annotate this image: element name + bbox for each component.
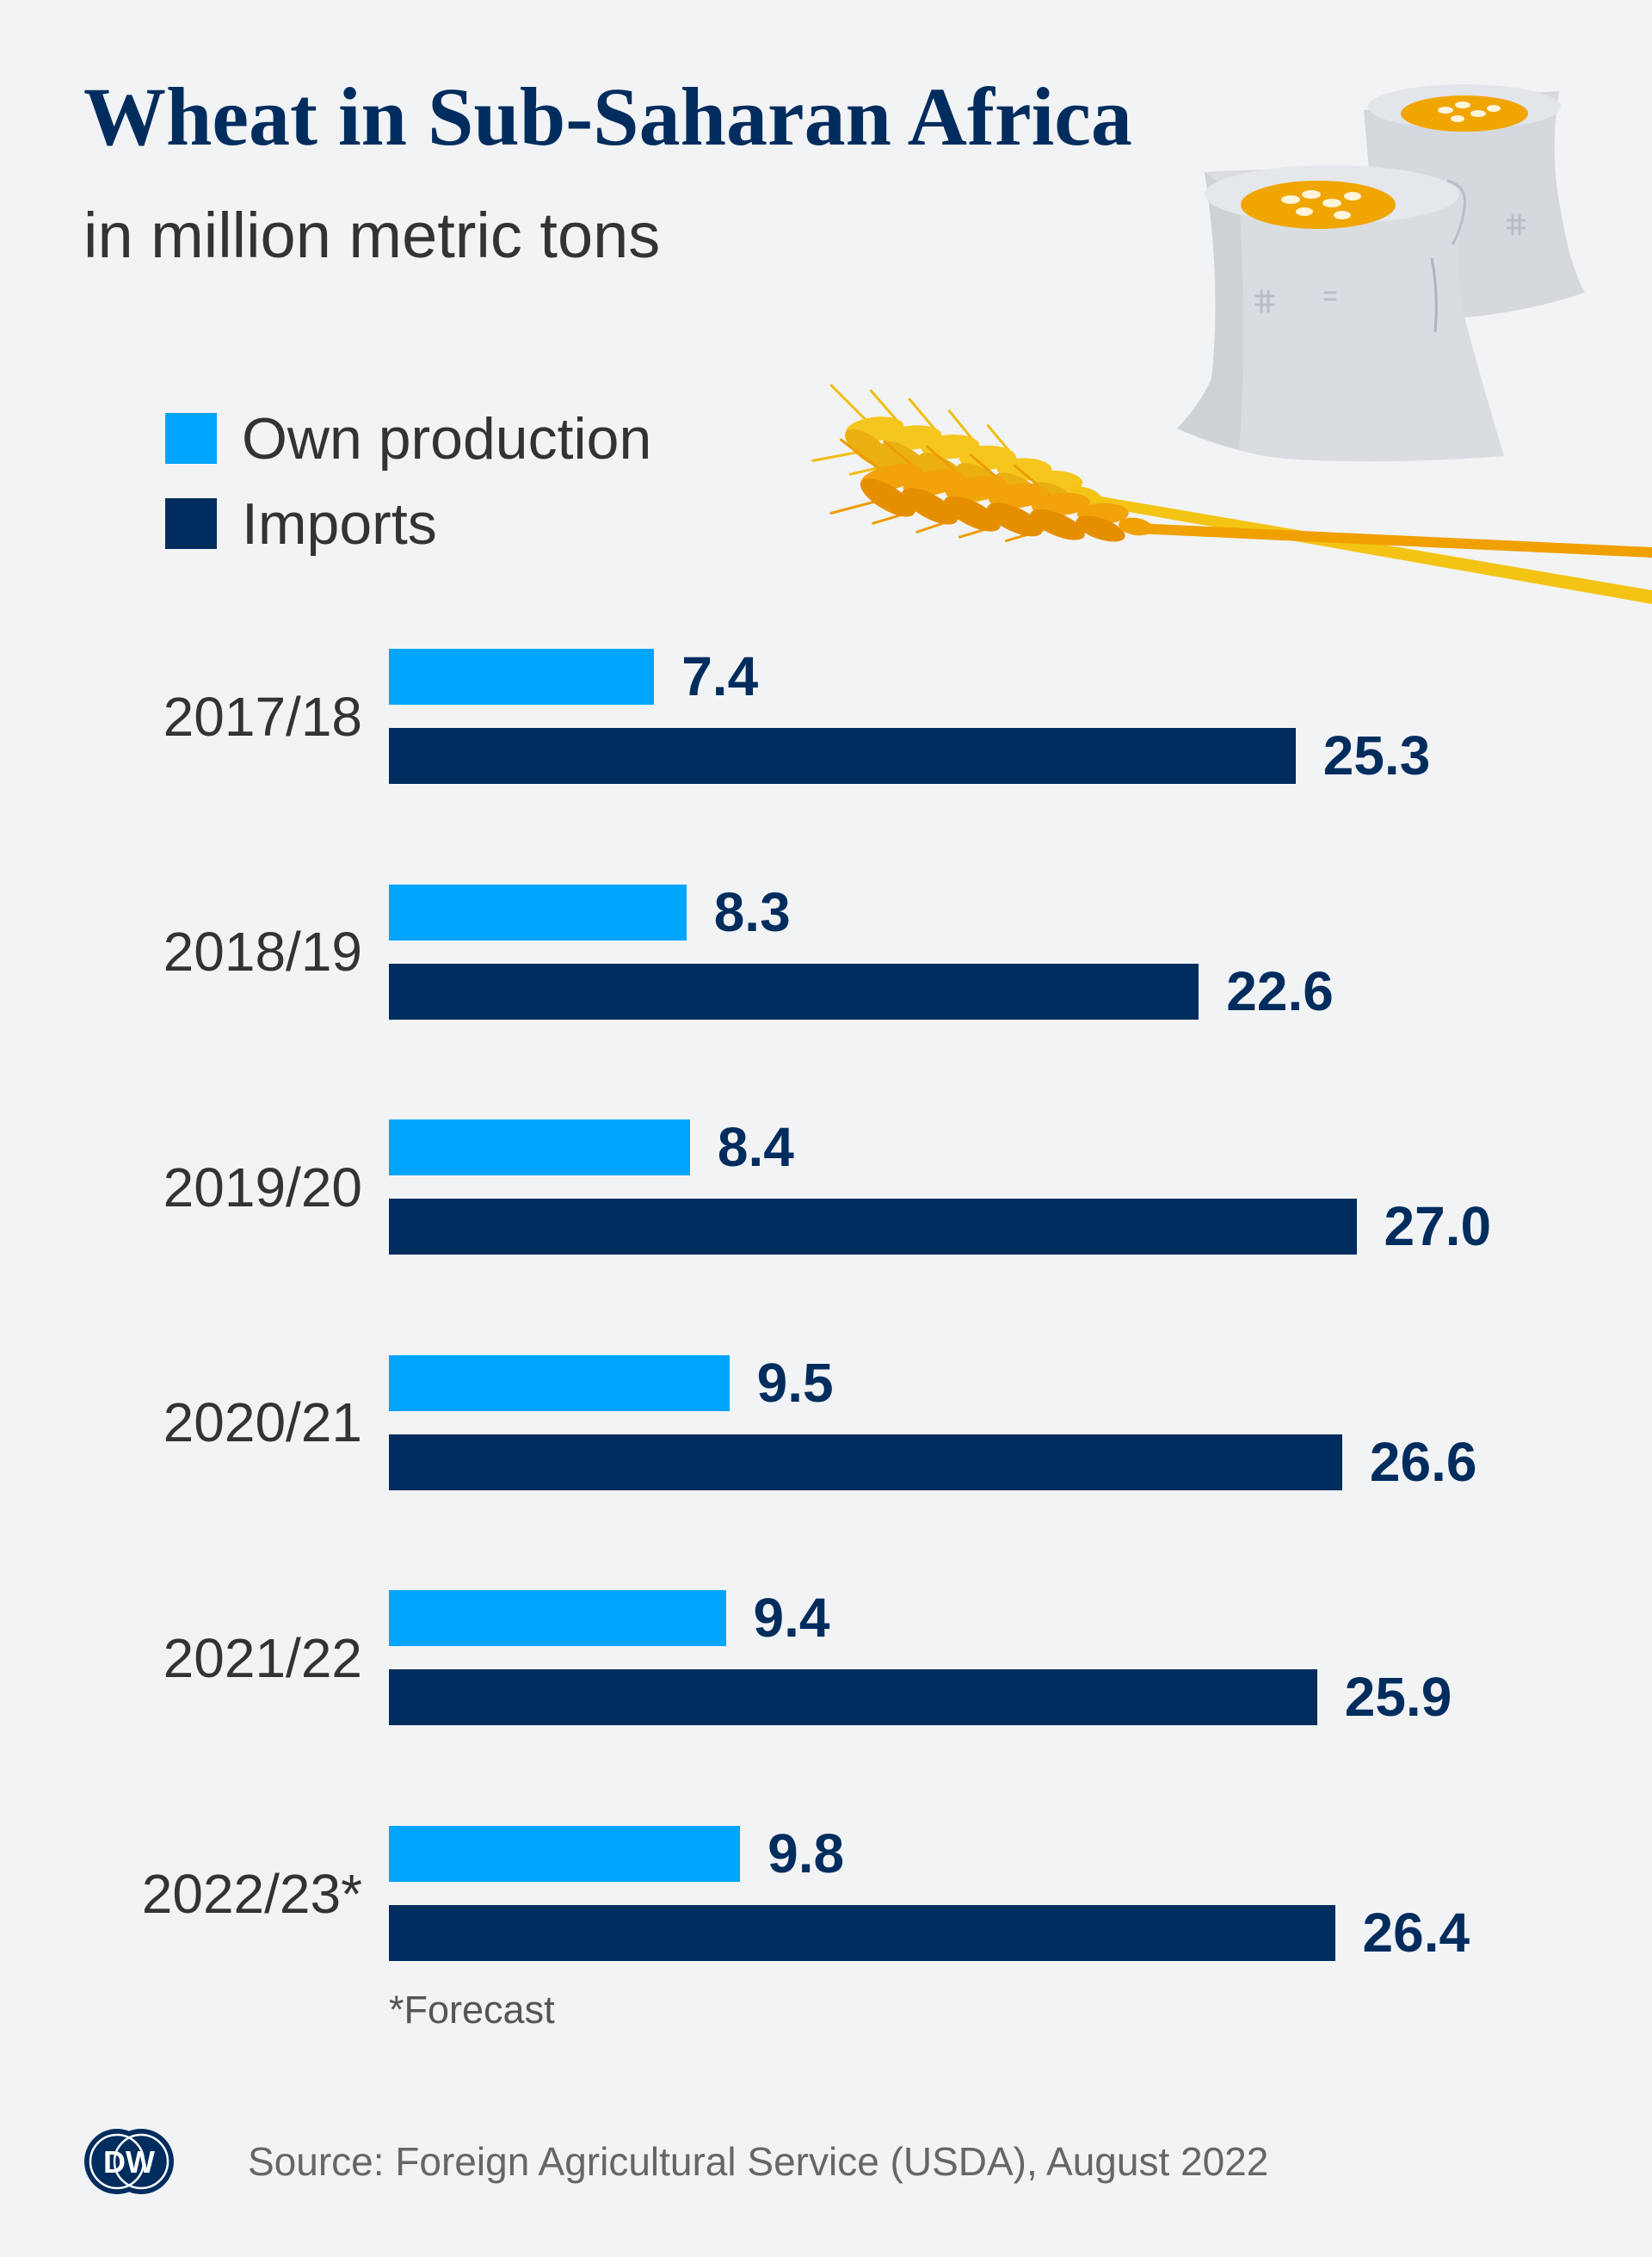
value-label: 26.6 <box>1369 1430 1477 1493</box>
value-label: 22.6 <box>1226 959 1334 1022</box>
value-label: 8.4 <box>717 1116 794 1179</box>
bar-own-production <box>389 1590 726 1647</box>
dw-logo-text: DW <box>103 2144 155 2180</box>
legend-swatch-own-production <box>165 413 217 464</box>
legend-swatch-imports <box>165 498 217 549</box>
value-label: 26.4 <box>1362 1902 1470 1964</box>
value-label: 7.4 <box>681 645 759 707</box>
value-label: 27.0 <box>1384 1195 1492 1258</box>
source-note: Source: Foreign Agricultural Service (US… <box>248 2139 1269 2184</box>
bar-imports <box>389 1669 1317 1726</box>
chart-title: Wheat in Sub-Saharan Africa <box>83 71 1132 163</box>
bar-imports <box>389 1199 1357 1255</box>
category-label: 2022/23* <box>141 1862 362 1925</box>
value-label: 9.8 <box>767 1822 845 1884</box>
legend-label-own-production: Own production <box>242 406 652 472</box>
bar-imports <box>389 1905 1335 1961</box>
dw-logo: DW <box>84 2129 174 2194</box>
value-label: 9.4 <box>753 1587 830 1650</box>
bar-imports <box>389 963 1199 1020</box>
value-label: 25.9 <box>1344 1666 1452 1729</box>
bar-own-production <box>389 1826 741 1882</box>
footnote: *Forecast <box>389 1988 555 2032</box>
bar-own-production <box>389 1119 690 1176</box>
bar-own-production <box>389 884 687 940</box>
bar-imports <box>389 1434 1342 1490</box>
category-label: 2021/22 <box>163 1626 362 1689</box>
bar-own-production <box>389 1354 730 1411</box>
category-label: 2020/21 <box>163 1391 362 1454</box>
category-label: 2018/19 <box>163 921 362 984</box>
bar-own-production <box>389 649 655 705</box>
category-label: 2017/18 <box>163 685 362 748</box>
chart-subtitle: in million metric tons <box>83 200 661 271</box>
value-label: 25.3 <box>1322 725 1431 786</box>
value-label: 8.3 <box>713 880 791 943</box>
bar-imports <box>389 728 1296 784</box>
value-label: 9.5 <box>756 1351 834 1414</box>
legend-label-imports: Imports <box>242 491 437 557</box>
category-label: 2019/20 <box>163 1156 362 1218</box>
